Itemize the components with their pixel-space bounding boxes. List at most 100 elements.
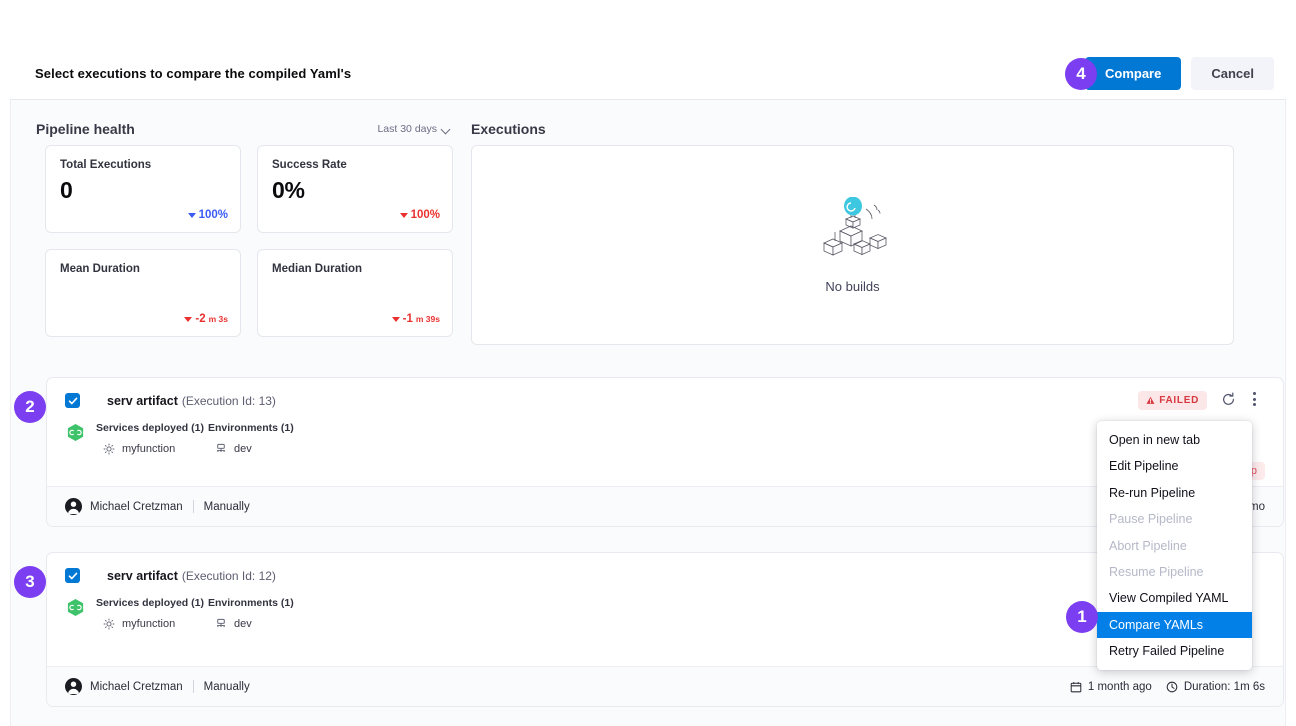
metric-delta-value: -1 [402, 313, 413, 325]
execution-name: serv artifact [107, 393, 178, 408]
avatar [65, 678, 82, 695]
menu-item-re-run-pipeline[interactable]: Re-run Pipeline [1109, 485, 1196, 500]
metric-delta-value: -2 [195, 313, 206, 325]
metric-label: Mean Duration [60, 263, 140, 275]
content-area: Pipeline health Last 30 days Executions … [10, 100, 1286, 726]
no-builds-label: No builds [825, 278, 880, 294]
metric-delta: 100% [187, 209, 228, 221]
step-badge-3: 3 [14, 566, 46, 598]
meta-columns: Services deployed (1) myfunction Environ… [96, 597, 294, 630]
environment-icon [217, 618, 225, 628]
execution-meta: Services deployed (1) myfunction Environ… [66, 597, 1265, 630]
menu-item-open-in-new-tab[interactable]: Open in new tab [1109, 433, 1201, 447]
execution-select-checkbox[interactable] [65, 393, 80, 408]
status-badge: FAILED [1138, 391, 1207, 410]
triangle-down-icon [184, 316, 193, 322]
no-builds-illustration-icon [822, 196, 887, 256]
execution-select-checkbox[interactable] [65, 568, 80, 583]
metric-value: 0% [272, 177, 305, 203]
date-range-label: Last 30 days [377, 123, 437, 135]
metric-delta: 100% [399, 209, 440, 221]
chevron-down-icon [442, 125, 451, 134]
divider [192, 500, 194, 513]
metric-delta-value: 100% [410, 209, 440, 221]
services-hexagon-icon [67, 423, 84, 442]
footer-time: 1 month ago [1070, 681, 1152, 693]
triangle-down-icon [399, 212, 408, 218]
metric-delta-unit: m 39s [415, 314, 440, 324]
services-label: Services deployed (1) [96, 597, 204, 609]
header-actions: Compare Cancel [1085, 57, 1274, 90]
refresh-icon[interactable] [1217, 388, 1239, 410]
metric-delta: -1 m 39s [391, 313, 440, 325]
footer-duration-label: Duration: 1m 6s [1183, 680, 1265, 693]
menu-item-pause-pipeline: Pause Pipeline [1109, 512, 1193, 527]
footer-right: 1 month ago Duration: 1m 6s [1070, 681, 1265, 693]
step-badge-2: 2 [14, 391, 46, 423]
menu-item-resume-pipeline: Resume Pipeline [1109, 564, 1204, 579]
footer-duration: Duration: 1m 6s [1166, 681, 1265, 693]
services-label: Services deployed (1) [96, 422, 204, 434]
execution-footer: Michael Cretzman Manually 1 mo [47, 486, 1283, 526]
warning-triangle-icon [1146, 396, 1155, 404]
footer-user-name: Michael Cretzman [90, 500, 183, 513]
environment-item: dev [215, 618, 294, 630]
page-title: Select executions to compare the compile… [35, 66, 352, 81]
cancel-button[interactable]: Cancel [1191, 57, 1274, 90]
metric-label: Median Duration [272, 263, 363, 275]
metric-delta: -2 m 3s [184, 313, 228, 325]
meta-columns: Services deployed (1) myfunction Environ… [96, 422, 294, 455]
calendar-icon [1070, 681, 1082, 692]
gear-icon [103, 443, 115, 455]
execution-name: serv artifact [107, 568, 178, 583]
pipeline-context-menu[interactable]: Open in new tab Edit Pipeline Re-run Pip… [1097, 421, 1252, 671]
services-column: Services deployed (1) myfunction [96, 422, 208, 455]
footer-time-label: 1 month ago [1087, 680, 1152, 693]
service-item: myfunction [103, 443, 208, 455]
footer-trigger-type: Manually [203, 500, 250, 513]
execution-meta: Services deployed (1) myfunction Environ… [66, 422, 1265, 455]
menu-item-abort-pipeline: Abort Pipeline [1109, 538, 1187, 553]
more-options-icon[interactable] [1243, 388, 1265, 410]
service-name: myfunction [122, 618, 176, 630]
executions-title: Executions [471, 121, 546, 137]
execution-title-row: serv artifact (Execution Id: 13) [65, 393, 1265, 408]
compare-button[interactable]: Compare [1085, 57, 1182, 90]
kebab-dots [1252, 392, 1256, 406]
environments-column: Environments (1) dev [208, 422, 294, 455]
executions-header: Executions [471, 115, 546, 143]
environments-label: Environments (1) [208, 422, 294, 434]
environments-label: Environments (1) [208, 597, 294, 609]
clock-icon [1166, 681, 1178, 692]
footer-user-name: Michael Cretzman [90, 680, 183, 693]
executions-empty-panel: No builds [471, 145, 1234, 345]
environments-column: Environments (1) dev [208, 597, 294, 630]
execution-card[interactable]: serv artifact (Execution Id: 12) Service… [46, 552, 1284, 707]
menu-item-view-compiled-yaml[interactable]: View Compiled YAML [1109, 591, 1229, 606]
environment-item: dev [215, 443, 294, 455]
execution-card[interactable]: serv artifact (Execution Id: 13) Service… [46, 377, 1284, 527]
execution-id: (Execution Id: 12) [181, 568, 276, 583]
avatar [65, 498, 82, 515]
execution-footer: Michael Cretzman Manually 1 month ago [47, 666, 1283, 706]
status-badge-label: FAILED [1159, 395, 1199, 406]
environment-name: dev [234, 618, 252, 630]
service-name: myfunction [122, 443, 176, 455]
step-badge-1: 1 [1066, 601, 1098, 633]
menu-item-compare-yamls[interactable]: Compare YAMLs [1097, 611, 1252, 638]
metric-value: 0 [60, 177, 73, 203]
triangle-down-icon [187, 212, 196, 218]
step-badge-4: 4 [1065, 58, 1097, 90]
metric-card-median-duration: Median Duration -1 m 39s [257, 249, 453, 337]
metric-card-total-executions: Total Executions 0 100% [45, 145, 241, 233]
menu-item-edit-pipeline[interactable]: Edit Pipeline [1109, 459, 1179, 474]
environment-icon [217, 443, 225, 453]
metric-delta-unit: m 3s [208, 314, 228, 324]
metric-label: Total Executions [60, 159, 152, 171]
environment-name: dev [234, 443, 252, 455]
date-range-select[interactable]: Last 30 days [377, 123, 451, 135]
metric-card-success-rate: Success Rate 0% 100% [257, 145, 453, 233]
menu-item-retry-failed-pipeline[interactable]: Retry Failed Pipeline [1109, 644, 1225, 658]
metric-card-mean-duration: Mean Duration -2 m 3s [45, 249, 241, 337]
